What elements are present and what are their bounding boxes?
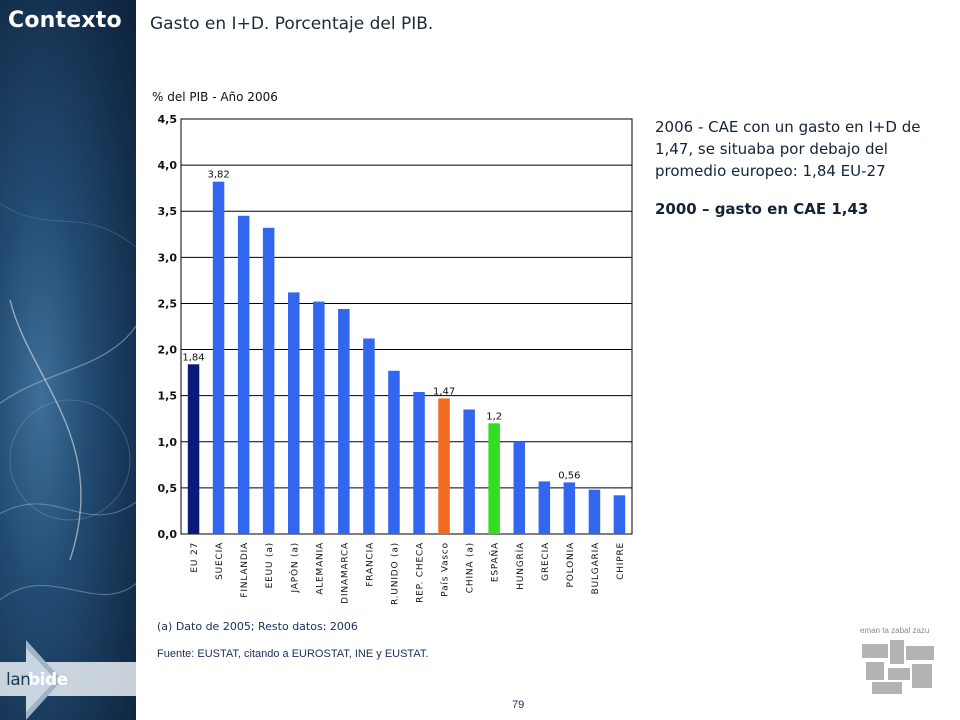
bar xyxy=(463,409,475,534)
bars xyxy=(187,181,626,535)
x-tick-label: BULGARIA xyxy=(591,542,601,594)
y-tick-label: 0,0 xyxy=(158,528,178,541)
y-axis-label: % del PIB - Año 2006 xyxy=(152,90,278,104)
section-title: Contexto xyxy=(8,8,122,33)
x-tick-label: R.UNIDO (a) xyxy=(391,542,401,605)
logo-shape xyxy=(0,640,136,720)
note-2000: 2000 – gasto en CAE 1,43 xyxy=(655,200,869,218)
x-tick-label: HUNGRÍA xyxy=(514,542,526,590)
x-tick-label: FRANCIA xyxy=(365,542,375,587)
sidebar-art xyxy=(0,202,136,601)
bar xyxy=(538,481,551,534)
bar xyxy=(513,441,525,534)
x-tick-label: FINLANDIA xyxy=(240,542,250,598)
data-label: 3,82 xyxy=(207,170,229,181)
y-tick-label: 0,5 xyxy=(158,482,178,495)
x-tick-label: EEUU (a) xyxy=(265,542,275,588)
y-tick-label: 3,0 xyxy=(158,251,178,264)
bar xyxy=(438,398,450,534)
logo-text-bide: bide xyxy=(28,670,68,690)
bar xyxy=(288,292,300,534)
logo-tagline: eman ta zabal zazu xyxy=(860,626,930,635)
gridlines xyxy=(181,164,632,489)
y-axis-ticks: 0,0 0,5 1,0 1,5 2,0 2,5 3,0 3,5 4,0 4,5 xyxy=(158,113,178,541)
bar xyxy=(488,423,500,534)
plot-area xyxy=(180,118,633,535)
x-tick-label: CHIPRE xyxy=(616,542,626,580)
x-tick-label: País Vasco xyxy=(441,542,451,597)
government-logo: eman ta zabal zazu xyxy=(852,626,942,702)
x-tick-label: GRECIA xyxy=(541,542,551,581)
x-tick-label: ALEMANIA xyxy=(315,542,325,595)
data-label: 1,47 xyxy=(433,386,455,397)
x-tick-label: POLONIA xyxy=(566,542,576,587)
y-tick-label: 4,5 xyxy=(158,113,178,126)
bar xyxy=(262,227,275,535)
lanbide-logo: lan bide xyxy=(0,640,136,720)
page-heading: Gasto en I+D. Porcentaje del PIB. xyxy=(150,14,434,34)
x-axis-labels: EU 27 SUECIA FINLANDIA EEUU (a) JAPÓN (a) ALE… xyxy=(190,542,626,605)
bar xyxy=(187,364,200,534)
x-tick-label: SUECIA xyxy=(215,542,225,580)
summary-notes: 2006 - CAE con un gasto en I+D de 1,47, … xyxy=(655,116,955,220)
x-tick-label: EU 27 xyxy=(190,542,200,573)
bar xyxy=(338,309,350,534)
page-number: 79 xyxy=(512,699,525,711)
sidebar-decoration: Contexto lan bide xyxy=(0,0,136,720)
y-tick-label: 3,5 xyxy=(158,205,178,218)
bar xyxy=(588,489,601,534)
bar xyxy=(237,215,250,535)
data-label: 1,84 xyxy=(182,352,204,363)
bar xyxy=(388,370,400,534)
y-tick-label: 2,5 xyxy=(158,297,178,310)
data-labels: 1,84 3,82 1,47 1,2 0,56 xyxy=(182,170,580,482)
x-tick-label: JAPÓN (a) xyxy=(288,542,300,594)
y-tick-label: 4,0 xyxy=(158,159,178,172)
x-tick-label: DINAMARCA xyxy=(340,542,350,604)
y-tick-label: 2,0 xyxy=(158,344,178,357)
logo-text-lan: lan xyxy=(6,670,31,690)
footnote: (a) Dato de 2005; Resto datos: 2006 xyxy=(157,620,358,633)
bar xyxy=(563,482,576,534)
note-2006: 2006 - CAE con un gasto en I+D de 1,47, … xyxy=(655,118,921,180)
x-tick-label: REP. CHECA xyxy=(416,542,426,603)
y-tick-label: 1,5 xyxy=(158,390,178,403)
source-note: Fuente: EUSTAT, citando a EUROSTAT, INE … xyxy=(157,648,429,660)
y-tick-label: 1,0 xyxy=(158,436,178,449)
x-tick-label: ESPAÑA xyxy=(490,542,501,582)
bar xyxy=(313,301,325,534)
bar xyxy=(212,181,225,534)
bar xyxy=(413,392,425,534)
bar-chart: % del PIB - Año 2006 0,0 0,5 1,0 1,5 2,0 2,5 3… xyxy=(152,90,633,605)
data-label: 1,2 xyxy=(486,411,502,422)
government-logo-icon xyxy=(862,640,934,694)
bar xyxy=(613,495,626,534)
bar xyxy=(363,338,375,534)
x-tick-label: CHINA (a) xyxy=(466,542,476,593)
data-label: 0,56 xyxy=(558,470,580,481)
